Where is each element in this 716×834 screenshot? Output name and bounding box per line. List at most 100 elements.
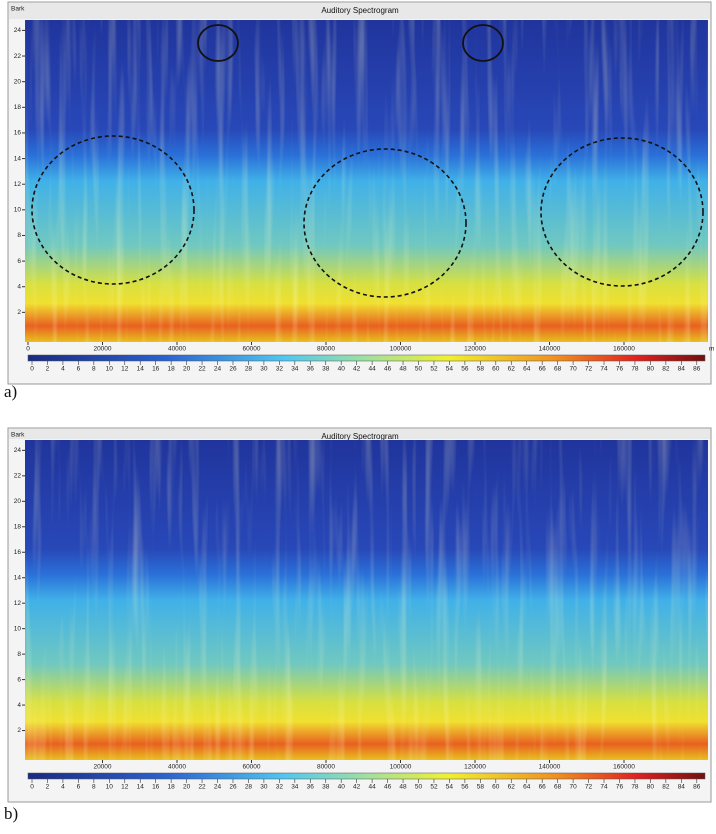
colorbar-tick-label: 20 bbox=[183, 784, 191, 791]
colorbar-tick-label: 62 bbox=[508, 366, 516, 373]
colorbar-tick-label: 80 bbox=[647, 784, 655, 791]
colorbar-tick-label: 56 bbox=[461, 366, 469, 373]
y-tick-label: 8 bbox=[17, 232, 21, 239]
spectrogram-texture bbox=[25, 20, 708, 342]
y-tick-label: 14 bbox=[14, 155, 22, 162]
y-tick-label: 10 bbox=[14, 207, 22, 214]
colorbar-tick-label: 16 bbox=[152, 784, 160, 791]
colorbar-tick-label: 34 bbox=[291, 366, 299, 373]
title-bar bbox=[9, 3, 710, 19]
colorbar-tick-label: 32 bbox=[276, 366, 284, 373]
y-tick-label: 4 bbox=[17, 702, 21, 709]
colorbar bbox=[27, 772, 706, 780]
y-tick-label: 18 bbox=[14, 523, 22, 530]
y-tick-label: 22 bbox=[14, 53, 22, 60]
x-tick-label: 140000 bbox=[539, 764, 561, 771]
colorbar-tick-label: 54 bbox=[446, 784, 454, 791]
panel-label: a) bbox=[4, 382, 17, 401]
dashed-circle bbox=[303, 148, 467, 298]
y-tick-label: 18 bbox=[14, 104, 22, 111]
y-tick-label: 14 bbox=[14, 574, 22, 581]
solid-circle bbox=[197, 24, 239, 62]
colorbar-tick-label: 8 bbox=[92, 366, 96, 373]
colorbar-tick-label: 68 bbox=[554, 784, 562, 791]
colorbar-tick-label: 42 bbox=[353, 366, 361, 373]
colorbar-tick-label: 10 bbox=[106, 366, 114, 373]
colorbar-tick-label: 82 bbox=[662, 784, 670, 791]
colorbar-tick-label: 0 bbox=[30, 366, 34, 373]
y-tick-label: 2 bbox=[17, 727, 21, 734]
x-tick-label: 160000 bbox=[613, 346, 635, 353]
colorbar-tick-label: 58 bbox=[477, 784, 485, 791]
colorbar-tick-label: 54 bbox=[446, 366, 454, 373]
colorbar-tick-label: 74 bbox=[600, 784, 608, 791]
panel-label: b) bbox=[4, 804, 18, 823]
y-tick-label: 20 bbox=[14, 498, 22, 505]
y-tick-label: 20 bbox=[14, 78, 22, 85]
x-tick-label: 0 bbox=[26, 346, 30, 353]
colorbar-tick-label: 48 bbox=[399, 366, 407, 373]
colorbar-tick-label: 80 bbox=[647, 366, 655, 373]
spectrogram-texture bbox=[25, 440, 708, 760]
colorbar-tick-label: 76 bbox=[616, 366, 624, 373]
colorbar-tick-label: 76 bbox=[616, 784, 624, 791]
colorbar-tick-label: 22 bbox=[198, 366, 206, 373]
colorbar-tick-label: 28 bbox=[245, 366, 253, 373]
colorbar-tick-label: 4 bbox=[61, 366, 65, 373]
colorbar-tick-label: 42 bbox=[353, 784, 361, 791]
solid-circle bbox=[462, 24, 504, 62]
colorbar-tick-label: 30 bbox=[260, 366, 268, 373]
colorbar-tick-label: 86 bbox=[693, 366, 701, 373]
x-tick-label: 80000 bbox=[317, 764, 335, 771]
y-tick-label: 24 bbox=[14, 27, 22, 34]
colorbar-tick-label: 36 bbox=[307, 784, 315, 791]
colorbar-tick-label: 6 bbox=[77, 784, 81, 791]
dashed-circle bbox=[540, 137, 704, 287]
colorbar-tick-label: 30 bbox=[260, 784, 268, 791]
y-axis-label: Bark bbox=[11, 432, 25, 439]
colorbar-tick-label: 66 bbox=[539, 366, 547, 373]
x-tick-label: 160000 bbox=[613, 764, 635, 771]
colorbar-tick-label: 60 bbox=[492, 784, 500, 791]
colorbar-tick-label: 78 bbox=[631, 366, 639, 373]
x-tick-label: 120000 bbox=[464, 764, 486, 771]
colorbar-tick-label: 40 bbox=[338, 784, 346, 791]
colorbar-tick-label: 8 bbox=[92, 784, 96, 791]
panel: Auditory SpectrogramBark2468101214161820… bbox=[4, 427, 712, 823]
colorbar-tick-label: 12 bbox=[121, 784, 129, 791]
x-tick-label: 40000 bbox=[168, 764, 186, 771]
colorbar-tick-label: 64 bbox=[523, 366, 531, 373]
colorbar-tick-label: 70 bbox=[569, 366, 577, 373]
colorbar-tick-label: 16 bbox=[152, 366, 160, 373]
colorbar-tick-label: 64 bbox=[523, 784, 531, 791]
x-tick-label: 100000 bbox=[390, 346, 412, 353]
y-axis-label: Bark bbox=[11, 6, 25, 13]
panel-title: Auditory Spectrogram bbox=[321, 432, 399, 441]
colorbar-tick-label: 4 bbox=[61, 784, 65, 791]
y-tick-label: 6 bbox=[17, 258, 21, 265]
panel-title: Auditory Spectrogram bbox=[321, 6, 399, 15]
colorbar bbox=[27, 354, 706, 362]
colorbar-tick-label: 26 bbox=[229, 784, 237, 791]
colorbar-tick-label: 20 bbox=[183, 366, 191, 373]
colorbar-tick-label: 6 bbox=[77, 366, 81, 373]
colorbar-tick-label: 38 bbox=[322, 366, 330, 373]
panel: Auditory Spectrogram Bark 24 6 8 10 12 14 16 18 20… bbox=[4, 1, 714, 401]
x-tick-label: 20000 bbox=[93, 764, 111, 771]
colorbar-tick-label: 78 bbox=[631, 784, 639, 791]
colorbar-tick-label: 60 bbox=[492, 366, 500, 373]
title-bar bbox=[9, 429, 710, 439]
y-tick-label: 12 bbox=[14, 600, 22, 607]
annotations bbox=[31, 24, 704, 298]
colorbar-tick-label: 24 bbox=[214, 784, 222, 791]
colorbar-tick-label: 46 bbox=[384, 366, 392, 373]
colorbar-tick-label: 56 bbox=[461, 784, 469, 791]
y-tick-label: 16 bbox=[14, 549, 22, 556]
colorbar-tick-label: 44 bbox=[369, 784, 377, 791]
x-tick-label: 20000 bbox=[93, 346, 111, 353]
x-tick-label: 120000 bbox=[464, 346, 486, 353]
x-tick-label: 140000 bbox=[539, 346, 561, 353]
colorbar-tick-label: 52 bbox=[430, 366, 438, 373]
y-tick-label: 12 bbox=[14, 181, 22, 188]
colorbar-tick-label: 22 bbox=[198, 784, 206, 791]
